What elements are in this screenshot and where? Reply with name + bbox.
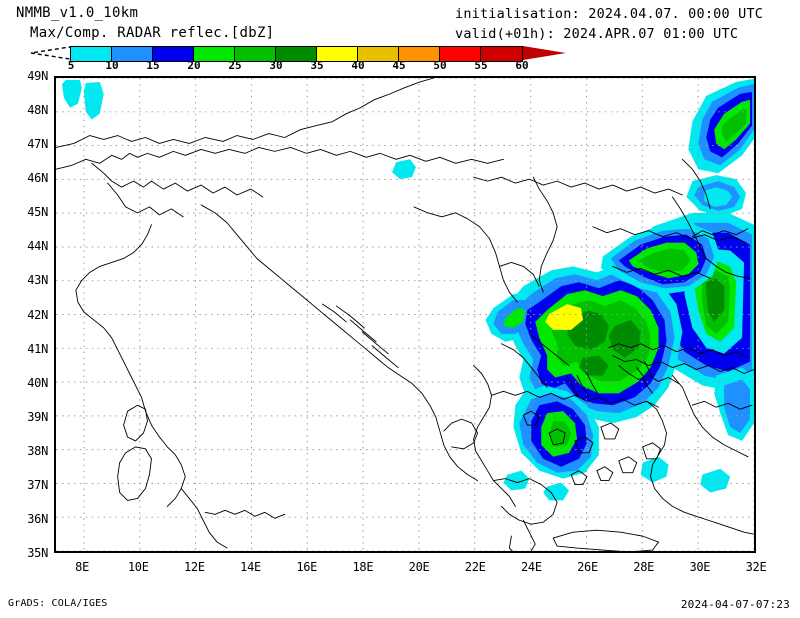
lon-label-18E: 18E xyxy=(352,560,374,574)
colorbar: 5 10 15 20 25 30 35 40 45 50 55 60 xyxy=(30,44,570,72)
colorbar-segments xyxy=(70,46,523,62)
lat-label-40N: 40N xyxy=(27,375,48,390)
lat-label-41N: 41N xyxy=(27,341,48,356)
lat-label-46N: 46N xyxy=(27,171,48,186)
colorbar-under-arrow-icon xyxy=(30,46,72,60)
colorbar-tick-25: 25 xyxy=(228,59,242,72)
lat-label-48N: 48N xyxy=(27,103,48,118)
lat-label-37N: 37N xyxy=(27,477,48,492)
lon-label-12E: 12E xyxy=(184,560,205,574)
colorbar-segment-3 xyxy=(194,47,235,61)
radar-cell-ne-romania xyxy=(686,78,754,217)
colorbar-tick-35: 35 xyxy=(310,59,324,72)
lat-label-35N: 35N xyxy=(27,546,48,560)
colorbar-segment-5 xyxy=(276,47,317,61)
lon-label-10E: 10E xyxy=(127,560,149,574)
lon-label-32E: 32E xyxy=(745,560,767,574)
lon-label-30E: 30E xyxy=(689,560,711,574)
lat-label-49N: 49N xyxy=(27,69,48,83)
grads-credit: GrADS: COLA/IGES xyxy=(8,598,108,609)
lon-label-14E: 14E xyxy=(240,560,261,574)
model-title: NMMB_v1.0_10km xyxy=(16,5,139,21)
lat-label-38N: 38N xyxy=(27,443,48,458)
colorbar-tick-10: 10 xyxy=(105,59,119,72)
initialisation-time: initialisation: 2024.04.07. 00:00 UTC xyxy=(455,6,764,22)
colorbar-segment-0 xyxy=(71,47,112,61)
lon-label-22E: 22E xyxy=(464,560,486,574)
lat-label-43N: 43N xyxy=(27,273,48,288)
radar-cell-aegean-band xyxy=(513,385,599,479)
radar-cell-marmara-anatolia xyxy=(485,244,699,424)
lat-label-47N: 47N xyxy=(27,137,48,152)
lat-label-36N: 36N xyxy=(27,511,48,526)
colorbar-tick-45: 45 xyxy=(392,59,406,72)
colorbar-tick-40: 40 xyxy=(351,59,365,72)
colorbar-segment-1 xyxy=(112,47,153,61)
colorbar-segment-2 xyxy=(153,47,194,61)
valid-time: valid(+01h): 2024.APR.07 01:00 UTC xyxy=(455,26,739,42)
lon-label-28E: 28E xyxy=(633,560,655,574)
colorbar-tick-15: 15 xyxy=(146,59,160,72)
colorbar-tick-55: 55 xyxy=(474,59,488,72)
lon-label-16E: 16E xyxy=(296,560,318,574)
render-timestamp: 2024-04-07-07:23 xyxy=(680,598,790,611)
colorbar-over-arrow-icon xyxy=(523,46,566,60)
lat-label-39N: 39N xyxy=(27,409,48,424)
lon-label-8E: 8E xyxy=(75,560,89,574)
radar-cell-small-scattered xyxy=(503,470,570,501)
colorbar-segment-6 xyxy=(317,47,358,61)
radar-cell-alps xyxy=(61,79,104,120)
lat-label-44N: 44N xyxy=(27,239,48,254)
colorbar-segment-7 xyxy=(358,47,399,61)
lat-label-45N: 45N xyxy=(27,205,48,220)
colorbar-segment-9 xyxy=(440,47,481,61)
colorbar-tick-5: 5 xyxy=(67,59,75,72)
lon-label-20E: 20E xyxy=(408,560,430,574)
lon-label-24E: 24E xyxy=(520,560,542,574)
colorbar-tick-30: 30 xyxy=(269,59,283,72)
colorbar-tick-50: 50 xyxy=(433,59,447,72)
map-coastlines xyxy=(56,78,754,551)
radar-cell-east-med xyxy=(640,367,754,493)
lat-label-42N: 42N xyxy=(27,307,48,322)
radar-cell-bulgaria-extension xyxy=(600,222,721,295)
lon-label-26E: 26E xyxy=(577,560,598,574)
colorbar-tick-60: 60 xyxy=(515,59,529,72)
field-title: Max/Comp. RADAR reflec.[dbZ] xyxy=(30,25,275,41)
map-canvas[interactable] xyxy=(54,76,756,553)
radar-cell-hungary xyxy=(392,159,416,180)
colorbar-segment-8 xyxy=(399,47,440,61)
colorbar-tick-20: 20 xyxy=(187,59,201,72)
radar-reflectivity-field xyxy=(61,78,754,501)
colorbar-segment-4 xyxy=(235,47,276,61)
colorbar-segment-10 xyxy=(481,47,522,61)
